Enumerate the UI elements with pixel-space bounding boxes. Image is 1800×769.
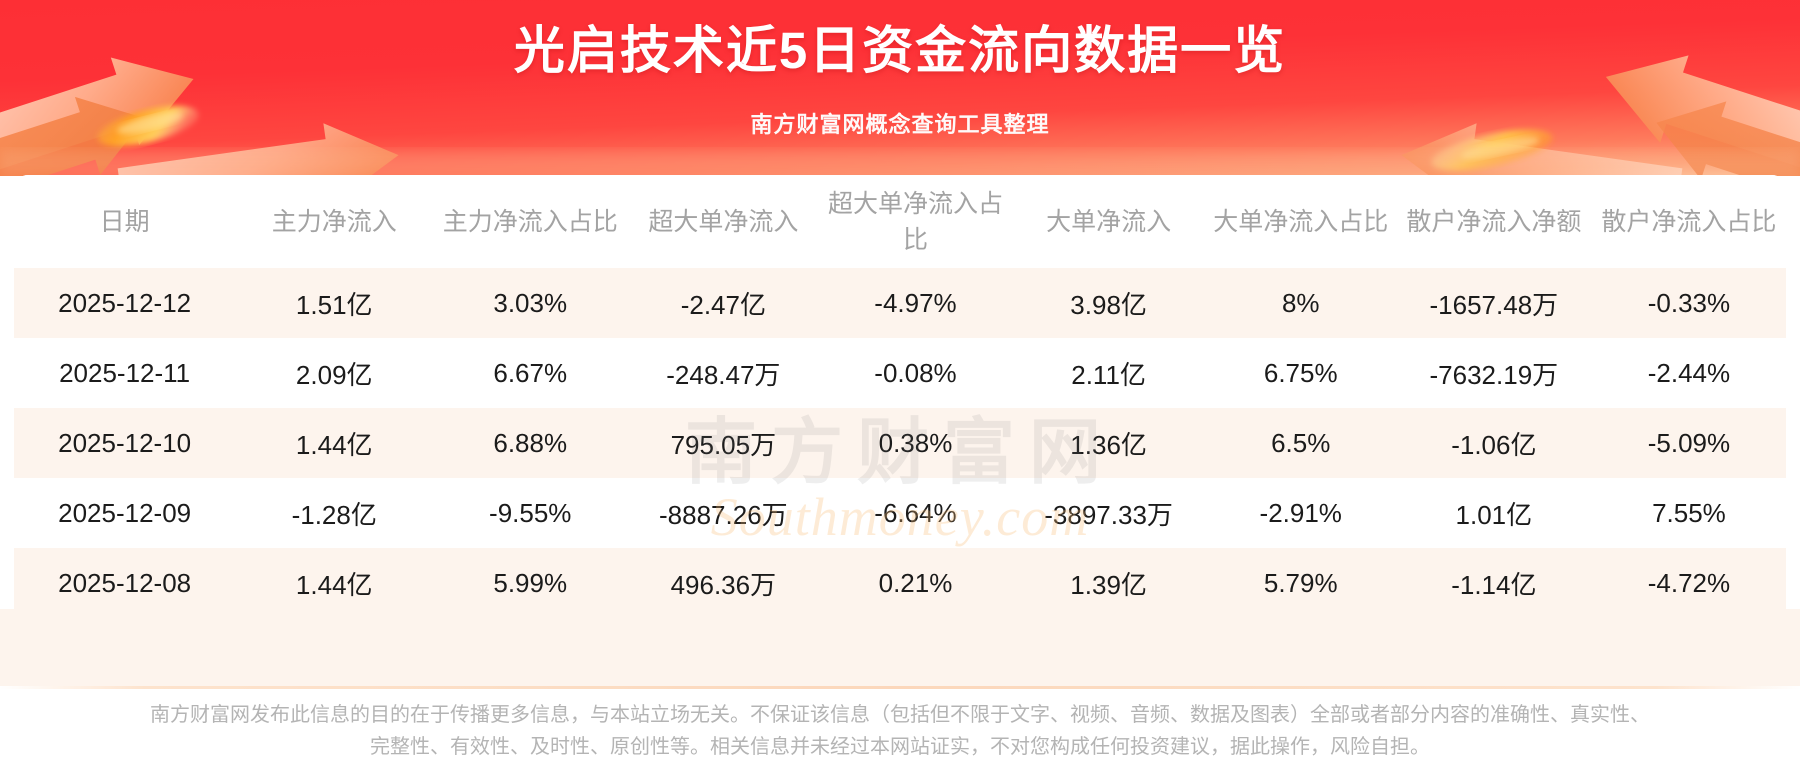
cell-large-net-inflow-pct: 6.5% <box>1205 408 1396 478</box>
table-body: 2025-12-12 1.51亿 3.03% -2.47亿 -4.97% 3.9… <box>14 268 1786 618</box>
table-row: 2025-12-10 1.44亿 6.88% 795.05万 0.38% 1.3… <box>14 408 1786 478</box>
cell-date: 2025-12-11 <box>14 338 236 408</box>
footer-divider <box>0 686 1800 689</box>
cell-xl-net-inflow: 795.05万 <box>627 408 820 478</box>
fund-flow-table-card: 日期 主力净流入 主力净流入占比 超大单净流入 超大单净流入占比 大单净流入 大… <box>14 175 1786 618</box>
cell-main-net-inflow-pct: 3.03% <box>433 268 628 338</box>
cell-large-net-inflow-pct: -2.91% <box>1205 478 1396 548</box>
column-header-xl-net-inflow: 超大单净流入 <box>627 175 820 268</box>
cell-xl-net-inflow: -248.47万 <box>627 338 820 408</box>
cell-date: 2025-12-08 <box>14 548 236 618</box>
cell-large-net-inflow: 2.11亿 <box>1011 338 1206 408</box>
table-head: 日期 主力净流入 主力净流入占比 超大单净流入 超大单净流入占比 大单净流入 大… <box>14 175 1786 268</box>
cell-xl-net-inflow: -2.47亿 <box>627 268 820 338</box>
header-banner: 光启技术近5日资金流向数据一览 南方财富网概念查询工具整理 <box>0 0 1800 176</box>
table-bottom-band <box>0 609 1800 689</box>
cell-large-net-inflow-pct: 6.75% <box>1205 338 1396 408</box>
cell-large-net-inflow: 1.39亿 <box>1011 548 1206 618</box>
table-row: 2025-12-11 2.09亿 6.67% -248.47万 -0.08% 2… <box>14 338 1786 408</box>
cell-retail-net-pct: 7.55% <box>1591 478 1786 548</box>
cell-retail-net-pct: -5.09% <box>1591 408 1786 478</box>
column-header-date: 日期 <box>14 175 236 268</box>
cell-main-net-inflow: 2.09亿 <box>235 338 434 408</box>
cell-xl-net-inflow-pct: -0.08% <box>819 338 1012 408</box>
page-subtitle: 南方财富网概念查询工具整理 <box>750 112 1050 137</box>
cell-main-net-inflow: 1.44亿 <box>235 408 434 478</box>
cell-xl-net-inflow: -8887.26万 <box>627 478 820 548</box>
table-row: 2025-12-08 1.44亿 5.99% 496.36万 0.21% 1.3… <box>14 548 1786 618</box>
column-header-large-net-inflow: 大单净流入 <box>1011 175 1206 268</box>
column-header-xl-net-inflow-pct: 超大单净流入占比 <box>819 175 1012 268</box>
cell-retail-net-amount: -1.06亿 <box>1395 408 1592 478</box>
table-row: 2025-12-12 1.51亿 3.03% -2.47亿 -4.97% 3.9… <box>14 268 1786 338</box>
cell-retail-net-amount: -7632.19万 <box>1395 338 1592 408</box>
cell-xl-net-inflow-pct: -4.97% <box>819 268 1012 338</box>
cell-date: 2025-12-10 <box>14 408 236 478</box>
cell-main-net-inflow: -1.28亿 <box>235 478 434 548</box>
cell-xl-net-inflow-pct: 0.21% <box>819 548 1012 618</box>
cell-retail-net-pct: -4.72% <box>1591 548 1786 618</box>
cell-retail-net-amount: -1.14亿 <box>1395 548 1592 618</box>
cell-retail-net-amount: -1657.48万 <box>1395 268 1592 338</box>
column-header-main-net-inflow: 主力净流入 <box>235 175 434 268</box>
cell-large-net-inflow: 3.98亿 <box>1011 268 1206 338</box>
table-header-row: 日期 主力净流入 主力净流入占比 超大单净流入 超大单净流入占比 大单净流入 大… <box>14 175 1786 268</box>
page-title: 光启技术近5日资金流向数据一览 <box>513 22 1287 79</box>
table-row: 2025-12-09 -1.28亿 -9.55% -8887.26万 -6.64… <box>14 478 1786 548</box>
disclaimer: 南方财富网发布此信息的目的在于传播更多信息，与本站立场无关。不保证该信息（包括但… <box>0 689 1800 769</box>
cell-date: 2025-12-12 <box>14 268 236 338</box>
cell-large-net-inflow-pct: 8% <box>1205 268 1396 338</box>
cell-xl-net-inflow-pct: 0.38% <box>819 408 1012 478</box>
column-header-main-net-inflow-pct: 主力净流入占比 <box>433 175 628 268</box>
cell-retail-net-amount: 1.01亿 <box>1395 478 1592 548</box>
cell-main-net-inflow: 1.44亿 <box>235 548 434 618</box>
cell-main-net-inflow-pct: 5.99% <box>433 548 628 618</box>
cell-main-net-inflow-pct: -9.55% <box>433 478 628 548</box>
cell-date: 2025-12-09 <box>14 478 236 548</box>
column-header-retail-net-pct: 散户净流入占比 <box>1591 175 1786 268</box>
cell-xl-net-inflow: 496.36万 <box>627 548 820 618</box>
cell-main-net-inflow: 1.51亿 <box>235 268 434 338</box>
cell-main-net-inflow-pct: 6.88% <box>433 408 628 478</box>
column-header-retail-net-amount: 散户净流入净额 <box>1395 175 1592 268</box>
fund-flow-table: 日期 主力净流入 主力净流入占比 超大单净流入 超大单净流入占比 大单净流入 大… <box>14 175 1786 618</box>
cell-large-net-inflow: 1.36亿 <box>1011 408 1206 478</box>
cell-large-net-inflow: -3897.33万 <box>1011 478 1206 548</box>
cell-large-net-inflow-pct: 5.79% <box>1205 548 1396 618</box>
disclaimer-line-2: 完整性、有效性、及时性、原创性等。相关信息并未经过本网站证实，不对您构成任何投资… <box>370 736 1430 758</box>
cell-retail-net-pct: -0.33% <box>1591 268 1786 338</box>
disclaimer-line-1: 南方财富网发布此信息的目的在于传播更多信息，与本站立场无关。不保证该信息（包括但… <box>150 704 1650 726</box>
cell-retail-net-pct: -2.44% <box>1591 338 1786 408</box>
cell-xl-net-inflow-pct: -6.64% <box>819 478 1012 548</box>
column-header-large-net-inflow-pct: 大单净流入占比 <box>1205 175 1396 268</box>
cell-main-net-inflow-pct: 6.67% <box>433 338 628 408</box>
